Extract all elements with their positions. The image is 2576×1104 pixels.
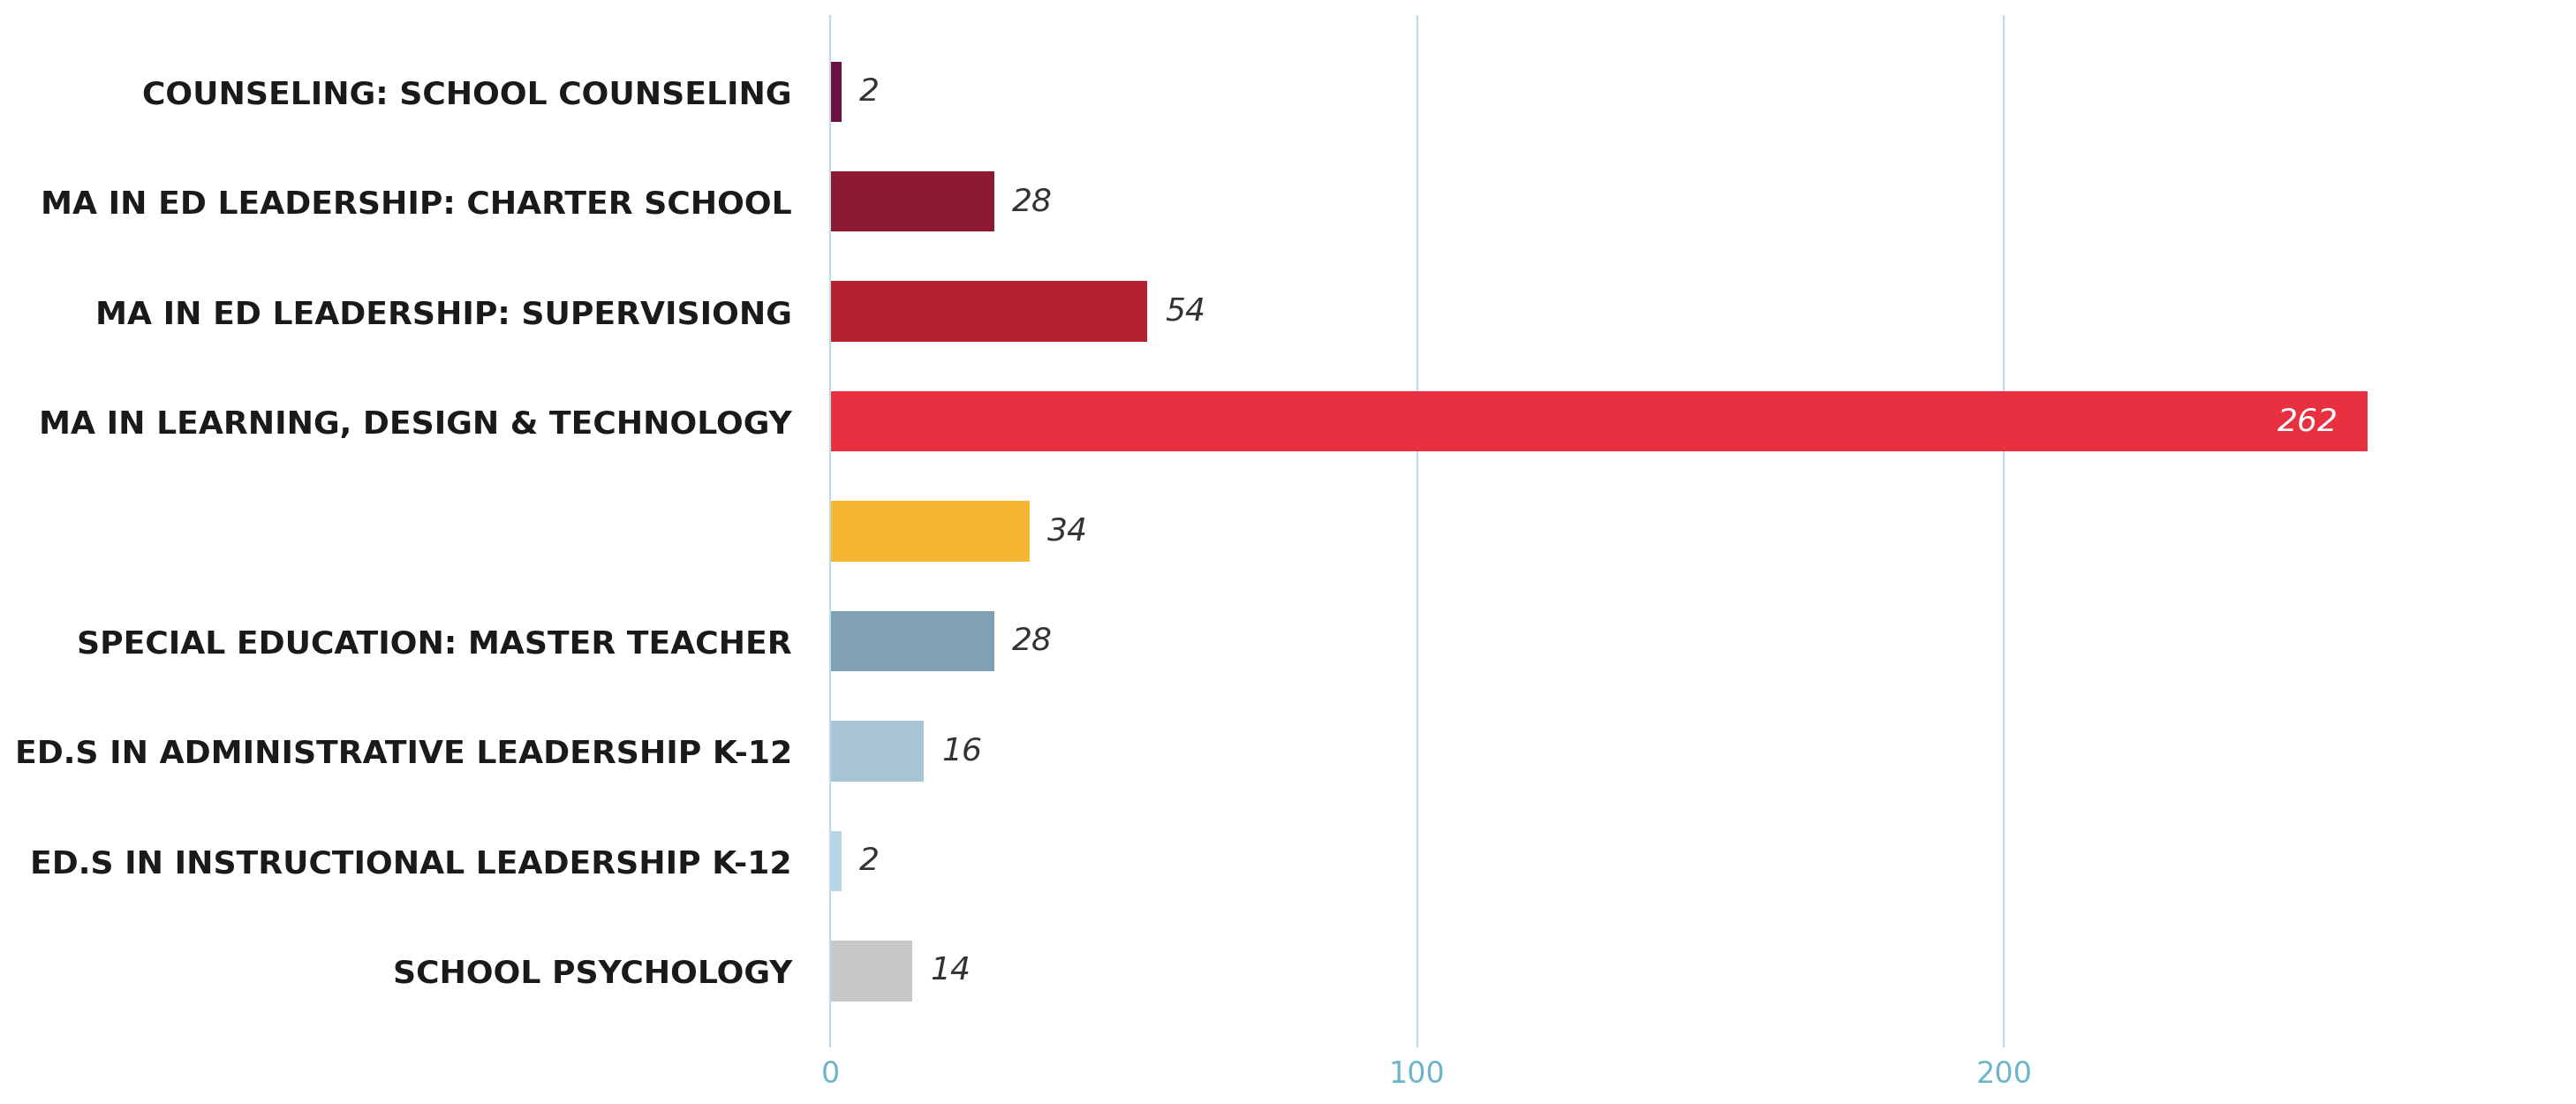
Text: 28: 28	[1012, 187, 1054, 216]
Bar	[829, 171, 994, 232]
Text: 14: 14	[930, 956, 971, 986]
Bar	[829, 282, 1146, 342]
Text: 2: 2	[860, 76, 881, 107]
Text: 16: 16	[943, 736, 981, 766]
Bar	[829, 391, 2367, 452]
Text: 2: 2	[860, 846, 881, 877]
Bar	[829, 62, 842, 121]
Bar	[829, 831, 842, 891]
Text: 54: 54	[1164, 297, 1206, 327]
Bar	[829, 611, 994, 671]
Text: 262: 262	[2277, 406, 2339, 436]
Text: 34: 34	[1048, 517, 1087, 546]
Bar	[829, 941, 912, 1001]
Bar	[829, 721, 925, 782]
Text: 28: 28	[1012, 626, 1054, 656]
Bar	[829, 501, 1030, 562]
